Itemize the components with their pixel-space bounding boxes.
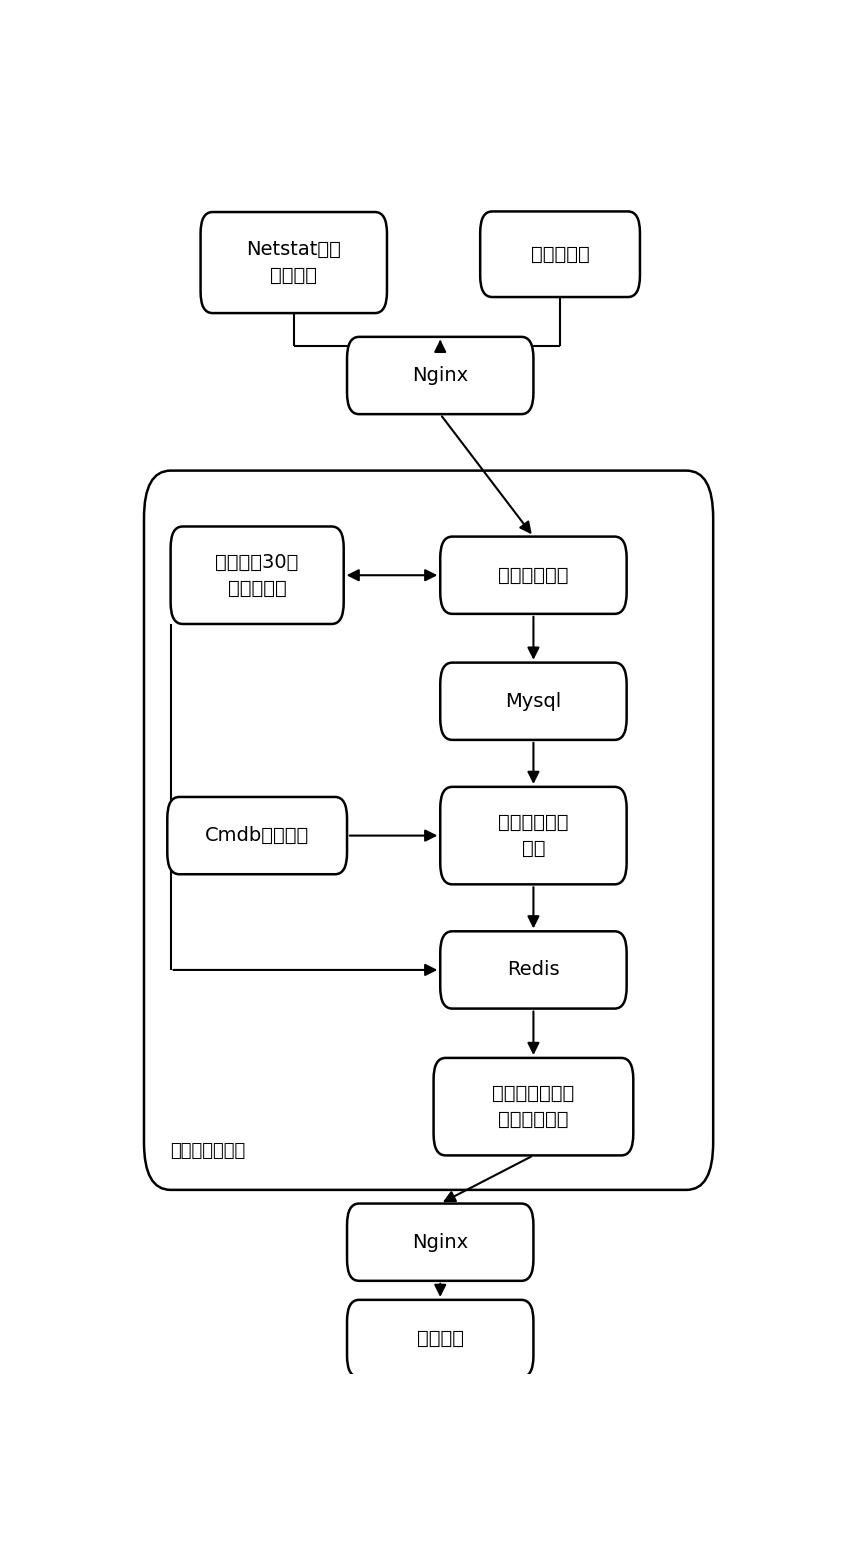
FancyBboxPatch shape xyxy=(480,212,640,296)
Text: 隔离的网络环境: 隔离的网络环境 xyxy=(171,1143,246,1160)
Text: Redis: Redis xyxy=(507,960,560,979)
FancyBboxPatch shape xyxy=(201,212,387,313)
FancyBboxPatch shape xyxy=(440,662,627,740)
Text: 链路数据汇总: 链路数据汇总 xyxy=(498,565,569,585)
FancyBboxPatch shape xyxy=(440,931,627,1008)
Text: Cmdb公共信息: Cmdb公共信息 xyxy=(205,826,309,845)
Text: 链路数据格式化
告警数据信息: 链路数据格式化 告警数据信息 xyxy=(492,1084,575,1129)
Text: Mysql: Mysql xyxy=(505,692,562,710)
Text: Nginx: Nginx xyxy=(412,1232,468,1252)
FancyBboxPatch shape xyxy=(168,797,347,874)
FancyBboxPatch shape xyxy=(347,337,533,414)
Text: 告警数据源: 告警数据源 xyxy=(531,245,589,264)
FancyBboxPatch shape xyxy=(171,527,344,624)
FancyBboxPatch shape xyxy=(440,787,627,885)
Text: 前端展示: 前端展示 xyxy=(417,1329,464,1348)
Text: 采集最近30分
钟告警信息: 采集最近30分 钟告警信息 xyxy=(216,553,299,598)
FancyBboxPatch shape xyxy=(347,1300,533,1377)
FancyBboxPatch shape xyxy=(434,1058,633,1155)
Text: Nginx: Nginx xyxy=(412,366,468,384)
FancyBboxPatch shape xyxy=(347,1204,533,1282)
Text: 链路数据初步
分析: 链路数据初步 分析 xyxy=(498,812,569,858)
Text: Netstat指令
采集数据: Netstat指令 采集数据 xyxy=(247,239,341,286)
FancyBboxPatch shape xyxy=(144,471,713,1190)
FancyBboxPatch shape xyxy=(440,537,627,615)
